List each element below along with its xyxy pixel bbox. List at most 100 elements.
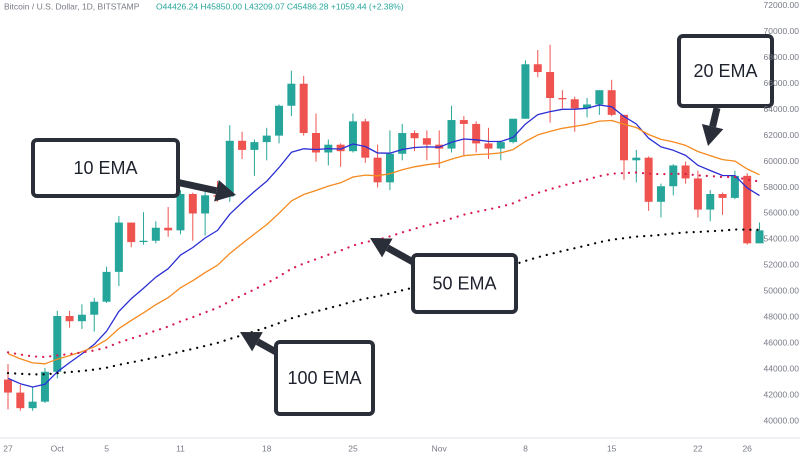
candle-body bbox=[164, 227, 173, 231]
candle-body bbox=[533, 64, 542, 73]
annotation-box bbox=[411, 253, 518, 314]
candle-body bbox=[287, 83, 296, 106]
candle-body bbox=[336, 144, 345, 152]
y-tick-label: 60000.00 bbox=[764, 156, 800, 166]
y-tick-label: 50000.00 bbox=[764, 286, 800, 296]
candle-body bbox=[693, 178, 702, 210]
candle-body bbox=[620, 114, 628, 161]
candle-body bbox=[595, 90, 604, 105]
candle-body bbox=[607, 90, 616, 115]
candle-body bbox=[139, 240, 148, 243]
candle-body bbox=[188, 194, 197, 214]
x-tick-label: 18 bbox=[262, 443, 272, 453]
y-tick-label: 70000.00 bbox=[764, 26, 800, 36]
candle-body bbox=[225, 140, 234, 197]
y-tick-label: 62000.00 bbox=[764, 130, 800, 140]
annotation-box bbox=[31, 138, 180, 198]
plot bbox=[4, 44, 764, 411]
x-tick-label: 25 bbox=[348, 443, 358, 453]
candle-body bbox=[53, 316, 62, 372]
x-tick-label: Nov bbox=[432, 443, 448, 453]
candle-body bbox=[250, 142, 259, 150]
y-tick-label: 72000.00 bbox=[764, 0, 800, 10]
candle-body bbox=[348, 121, 357, 152]
candle-body bbox=[521, 64, 530, 119]
candle-body bbox=[743, 175, 752, 244]
candle-body bbox=[681, 165, 690, 179]
annotation-label: 50 EMA bbox=[432, 273, 496, 293]
y-tick-label: 42000.00 bbox=[764, 389, 800, 399]
candle-body bbox=[275, 105, 284, 136]
y-tick-label: 68000.00 bbox=[764, 52, 800, 62]
arrow-shaft bbox=[709, 107, 721, 128]
y-tick-label: 48000.00 bbox=[764, 312, 800, 322]
candle-body bbox=[656, 186, 665, 202]
candle-body bbox=[706, 194, 715, 210]
candle-body bbox=[583, 104, 592, 109]
x-tick-label: 11 bbox=[176, 443, 185, 453]
ema-line bbox=[7, 119, 760, 365]
candle-body bbox=[459, 120, 468, 124]
candle-body bbox=[472, 123, 481, 144]
candle-body bbox=[570, 99, 579, 109]
candle-body bbox=[644, 157, 653, 202]
candle-body bbox=[509, 118, 518, 143]
y-tick-label: 66000.00 bbox=[764, 78, 800, 88]
candle-body bbox=[28, 401, 37, 409]
candle-body bbox=[410, 133, 419, 139]
y-tick-label: 58000.00 bbox=[764, 182, 800, 192]
candle-body bbox=[385, 153, 394, 183]
candle-body bbox=[77, 314, 86, 322]
candle-body bbox=[361, 121, 370, 158]
candle-body bbox=[151, 227, 160, 241]
candle-body bbox=[422, 138, 431, 145]
candle-body bbox=[127, 222, 136, 243]
ema-line bbox=[7, 104, 760, 388]
candle-body bbox=[114, 222, 123, 272]
x-tick-label: 27 bbox=[3, 443, 13, 453]
candle-body bbox=[312, 133, 320, 153]
x-tick-label: 15 bbox=[607, 443, 617, 453]
candle-body bbox=[262, 135, 271, 143]
candle-body bbox=[398, 133, 407, 154]
candle-body bbox=[755, 230, 764, 244]
arrow-shaft bbox=[255, 338, 278, 356]
annotation-label: 100 EMA bbox=[287, 368, 361, 388]
annotation-label: 10 EMA bbox=[73, 158, 137, 178]
y-tick-label: 56000.00 bbox=[764, 208, 800, 218]
x-tick-label: 22 bbox=[693, 443, 703, 453]
x-tick-label: 8 bbox=[523, 443, 528, 453]
y-tick-label: 64000.00 bbox=[764, 104, 800, 114]
candle-body bbox=[201, 195, 210, 214]
candle-body bbox=[176, 194, 185, 231]
y-tick-label: 52000.00 bbox=[764, 260, 800, 270]
candle-body bbox=[238, 140, 247, 150]
candle-body bbox=[65, 316, 74, 322]
candle-body bbox=[447, 120, 456, 149]
x-tick-label: 5 bbox=[104, 443, 109, 453]
candle-body bbox=[484, 143, 493, 149]
annotation-label: 20 EMA bbox=[693, 61, 757, 81]
candle-body bbox=[546, 72, 555, 98]
arrow-head bbox=[214, 180, 236, 202]
candle-body bbox=[718, 194, 727, 198]
candle-body bbox=[373, 157, 382, 183]
y-tick-label: 44000.00 bbox=[764, 363, 800, 373]
candle-body bbox=[299, 83, 308, 134]
arrow-head bbox=[370, 238, 393, 258]
ohlc-label: O44426.24 H45850.00 L43209.07 C45486.28 … bbox=[156, 1, 404, 11]
candle-body bbox=[669, 165, 678, 187]
x-tick-label: 26 bbox=[742, 443, 752, 453]
y-tick-label: 46000.00 bbox=[764, 338, 800, 348]
y-tick-label: 40000.00 bbox=[764, 415, 800, 425]
annotation-box bbox=[677, 34, 774, 108]
candle-body bbox=[496, 142, 505, 149]
arrow-head bbox=[240, 332, 263, 352]
candle-body bbox=[632, 157, 641, 161]
candle-body bbox=[102, 271, 111, 302]
candle-body bbox=[730, 175, 739, 198]
candle-body bbox=[558, 97, 567, 100]
arrow-head bbox=[701, 124, 724, 146]
x-tick-label: Oct bbox=[51, 443, 65, 453]
